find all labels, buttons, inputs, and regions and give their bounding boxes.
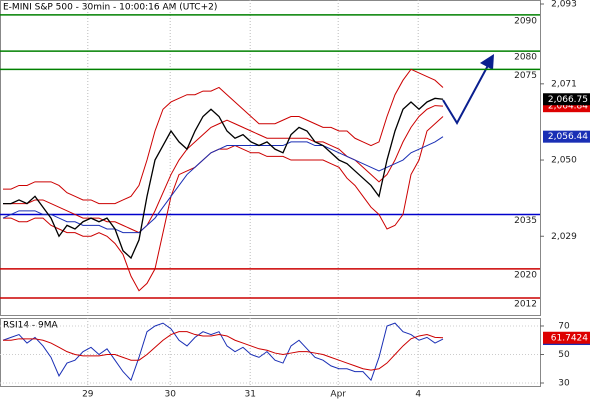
main-panel	[0, 0, 541, 316]
series-line	[2, 322, 444, 382]
level-label: 2075	[514, 71, 537, 81]
y-tick-label: 30	[558, 379, 570, 389]
x-tick-label: 31	[244, 390, 255, 400]
end-label-box	[543, 93, 590, 106]
series-line	[3, 97, 444, 260]
series-line	[3, 105, 444, 234]
y-tick-label: 70	[558, 321, 570, 331]
rsi-panel	[0, 318, 541, 387]
series-line	[3, 331, 444, 371]
x-tick-label: 4	[415, 390, 421, 400]
level-label: 2035	[514, 216, 537, 226]
level-label: 2080	[514, 53, 537, 63]
x-tick-label: 30	[164, 390, 176, 400]
series-line	[2, 136, 444, 234]
chart-title: E-MINI S&P 500 - 30min - 10:00:16 AM (UT…	[3, 3, 217, 13]
series-line	[3, 68, 444, 205]
series-line	[3, 116, 444, 292]
y-tick-label: 2,093	[551, 0, 577, 9]
forecast-arrow	[442, 57, 493, 126]
y-tick-label: 2,050	[551, 156, 577, 166]
level-label: 2090	[514, 16, 537, 26]
x-tick-label: Apr	[330, 390, 346, 400]
end-label: 2,066.75	[548, 95, 588, 105]
end-label: 61.7424	[551, 333, 588, 343]
x-tick-label: 29	[82, 390, 94, 400]
level-label: 2020	[514, 270, 537, 280]
y-tick-label: 2,071	[551, 79, 577, 89]
level-label: 2012	[514, 299, 537, 309]
end-label: 2,056.44	[548, 132, 588, 142]
y-tick-label: 2,029	[551, 232, 577, 242]
arrow-head	[480, 54, 494, 70]
end-label: 2,064.84	[548, 102, 588, 112]
end-label-box	[543, 130, 590, 143]
y-tick-label: 50	[558, 350, 570, 360]
end-label-box	[543, 331, 590, 344]
